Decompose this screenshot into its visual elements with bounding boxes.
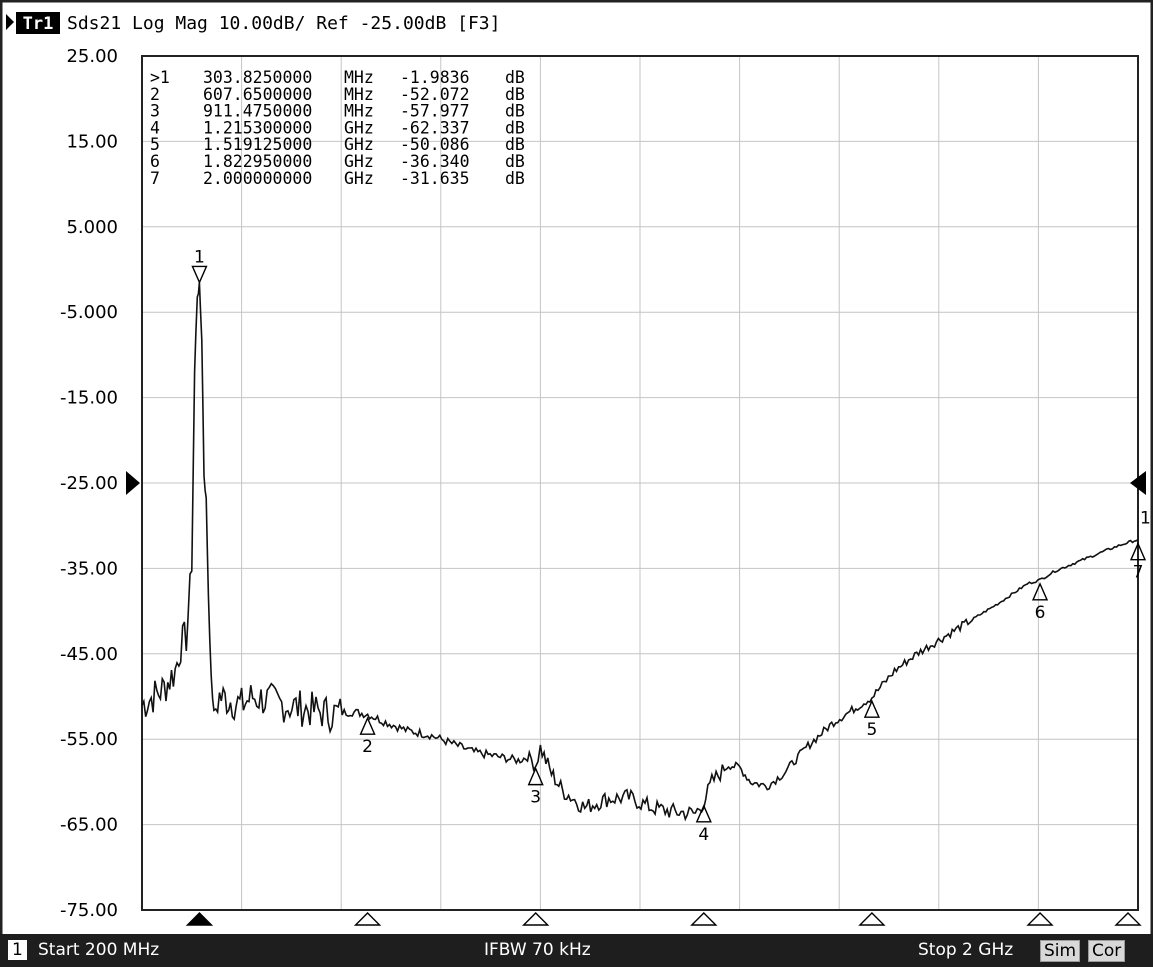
marker-table-id: 3 (150, 102, 160, 121)
y-tick-label: -35.00 (60, 558, 118, 579)
channel-number[interactable]: 1 (8, 940, 27, 960)
marker-table-freq: 911.4750000 (203, 102, 312, 121)
y-tick-label: 25.00 (66, 46, 118, 67)
marker-table-value: -52.072 (400, 85, 470, 104)
marker-glyphs: 1 2 3 4 5 6 7 1 (191, 247, 1151, 845)
trace-label[interactable]: Tr1 (23, 14, 54, 34)
marker-table-unit: MHz (344, 68, 374, 87)
stop-frequency[interactable]: Stop 2 GHz (918, 940, 1014, 960)
start-frequency[interactable]: Start 200 MHz (38, 940, 160, 960)
marker-6-triangle (1031, 582, 1049, 601)
marker-table: >1 303.8250000 MHz -1.9836 dB 2 607.6500000 MH… (150, 68, 525, 188)
y-tick-label: -45.00 (60, 644, 118, 665)
marker-4-triangle (695, 804, 712, 823)
reference-arrow-left (126, 471, 140, 495)
marker-table-freq: 1.519125000 (203, 135, 312, 154)
bottom-marker-6 (1026, 912, 1054, 926)
cor-button[interactable]: Cor (1088, 940, 1126, 962)
y-tick-label: -55.00 (60, 729, 118, 750)
marker-table-id: 4 (150, 118, 160, 137)
y-tick-label: -15.00 (60, 388, 118, 409)
marker-table-unit: MHz (344, 85, 374, 104)
sim-button[interactable]: Sim (1040, 940, 1081, 962)
marker-7-number: 7 (1133, 563, 1144, 583)
marker-table-vunit: dB (505, 135, 525, 154)
marker-table-unit: GHz (344, 135, 374, 154)
marker-table-id: >1 (150, 68, 170, 87)
y-tick-label: 15.00 (66, 131, 118, 152)
marker-4-number: 4 (698, 825, 709, 845)
y-tick-label: -65.00 (60, 815, 118, 836)
reference-arrows (126, 471, 1146, 495)
trace-line (141, 282, 1139, 822)
marker-7-triangle (1129, 541, 1147, 561)
marker-table-vunit: dB (505, 68, 525, 87)
marker-table-unit: GHz (344, 152, 374, 171)
y-tick-label: -5.000 (60, 302, 118, 323)
marker-table-unit: GHz (344, 118, 374, 137)
trace-header-text: Sds21 Log Mag 10.00dB/ Ref -25.00dB [F3] (67, 13, 500, 34)
ifbw-label[interactable]: IFBW 70 kHz (484, 940, 591, 960)
marker-table-vunit: dB (505, 118, 525, 137)
marker-table-freq: 303.8250000 (203, 68, 312, 87)
marker-table-unit: MHz (344, 102, 374, 121)
marker-table-id: 5 (150, 135, 160, 154)
marker-table-vunit: dB (505, 152, 525, 171)
marker-2-number: 2 (362, 737, 373, 757)
marker-table-value: -1.9836 (400, 68, 470, 87)
marker-table-vunit: dB (505, 102, 525, 121)
y-axis-ticks: 25.00 15.00 5.000 -5.000 -15.00 -25.00 -35.00 -… (60, 46, 118, 921)
marker-table-vunit: dB (505, 85, 525, 104)
marker-table-value: -62.337 (400, 118, 470, 137)
marker-3-triangle (527, 766, 544, 786)
y-tick-label: 5.000 (66, 217, 118, 238)
bottom-marker-2 (353, 912, 382, 926)
marker-1-number: 1 (194, 247, 205, 267)
marker-2-triangle (359, 716, 376, 735)
marker-table-freq: 2.000000000 (203, 169, 312, 188)
marker-table-id: 2 (150, 85, 160, 104)
marker-1-triangle (191, 265, 208, 285)
marker-table-unit: GHz (344, 169, 374, 188)
status-bar: 1 Start 200 MHz IFBW 70 kHz Stop 2 GHz S… (0, 934, 1153, 967)
bottom-marker-7 (1114, 912, 1142, 926)
bottom-marker-3 (521, 912, 550, 926)
marker-active-label: 1 (1140, 509, 1151, 529)
trace-active-arrow (6, 14, 14, 30)
marker-6-number: 6 (1035, 603, 1046, 623)
reference-arrow-right (1130, 471, 1146, 495)
y-tick-label: -75.00 (60, 900, 118, 921)
marker-table-value: -57.977 (400, 102, 470, 121)
bottom-marker-indicators (185, 912, 1142, 926)
marker-5-number: 5 (867, 720, 878, 740)
trace-label-box[interactable] (16, 12, 60, 34)
y-tick-label: -25.00 (60, 473, 118, 494)
marker-3-number: 3 (530, 788, 541, 808)
marker-5-triangle (863, 699, 880, 718)
bottom-marker-4 (690, 912, 718, 926)
marker-table-value: -31.635 (400, 169, 470, 188)
marker-table-freq: 607.6500000 (203, 85, 312, 104)
bottom-marker-1 (185, 912, 214, 926)
bottom-marker-5 (858, 912, 886, 926)
marker-table-value: -50.086 (400, 135, 470, 154)
marker-table-id: 6 (150, 152, 160, 171)
marker-table-value: -36.340 (400, 152, 470, 171)
marker-table-id: 7 (150, 169, 160, 188)
marker-table-vunit: dB (505, 169, 525, 188)
marker-table-freq: 1.822950000 (203, 152, 312, 171)
marker-table-freq: 1.215300000 (203, 118, 312, 137)
